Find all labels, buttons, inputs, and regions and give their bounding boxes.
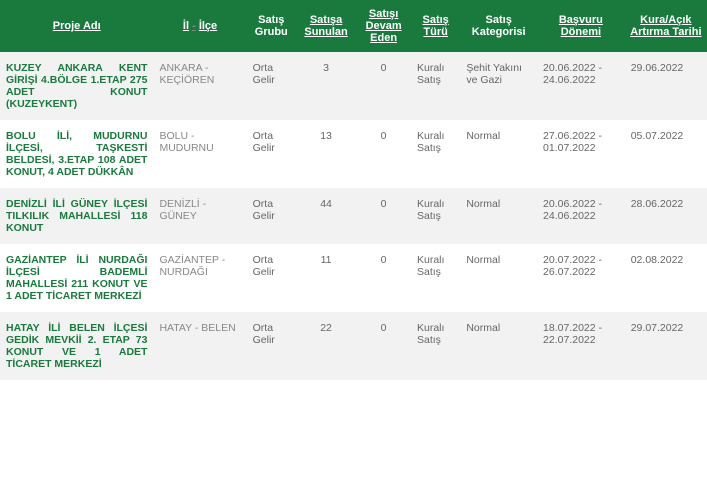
cell-proje[interactable]: BOLU İLİ, MUDURNU İLÇESİ, TAŞKESTİ BELDE…: [0, 120, 153, 188]
col-header-kategori[interactable]: Satış Kategorisi: [460, 0, 537, 52]
table-row: BOLU İLİ, MUDURNU İLÇESİ, TAŞKESTİ BELDE…: [0, 120, 707, 188]
cell-tur: Kuralı Satış: [411, 52, 460, 120]
cell-kura: 29.06.2022: [625, 52, 707, 120]
cell-il-ilce: DENİZLİ - GÜNEY: [153, 188, 246, 244]
table-row: DENİZLİ İLİ GÜNEY İLÇESİ TILKILIK MAHALL…: [0, 188, 707, 244]
cell-basvuru: 18.07.2022 - 22.07.2022: [537, 312, 625, 380]
table-row: HATAY İLİ BELEN İLÇESİ GEDİK MEVKİİ 2. E…: [0, 312, 707, 380]
projects-table-container: Proje Adı İl - İlçe Satış Grubu Satışa S…: [0, 0, 707, 380]
cell-kura: 29.07.2022: [625, 312, 707, 380]
cell-sunulan: 44: [296, 188, 356, 244]
col-header-devam[interactable]: Satışı Devam Eden: [356, 0, 411, 52]
cell-il-ilce: GAZİANTEP - NURDAĞI: [153, 244, 246, 312]
projects-table: Proje Adı İl - İlçe Satış Grubu Satışa S…: [0, 0, 707, 380]
col-header-basvuru[interactable]: Başvuru Dönemi: [537, 0, 625, 52]
cell-basvuru: 20.06.2022 - 24.06.2022: [537, 52, 625, 120]
cell-kategori: Şehit Yakını ve Gazi: [460, 52, 537, 120]
cell-proje[interactable]: KUZEY ANKARA KENT GİRİŞİ 4.BÖLGE 1.ETAP …: [0, 52, 153, 120]
col-header-tur[interactable]: Satış Türü: [411, 0, 460, 52]
cell-proje[interactable]: DENİZLİ İLİ GÜNEY İLÇESİ TILKILIK MAHALL…: [0, 188, 153, 244]
table-row: GAZİANTEP İLİ NURDAĞI İLÇESİ BADEMLİ MAH…: [0, 244, 707, 312]
table-header: Proje Adı İl - İlçe Satış Grubu Satışa S…: [0, 0, 707, 52]
cell-basvuru: 27.06.2022 - 01.07.2022: [537, 120, 625, 188]
cell-kategori: Normal: [460, 244, 537, 312]
cell-proje[interactable]: HATAY İLİ BELEN İLÇESİ GEDİK MEVKİİ 2. E…: [0, 312, 153, 380]
cell-grup: Orta Gelir: [247, 52, 296, 120]
cell-devam: 0: [356, 312, 411, 380]
col-header-kura[interactable]: Kura/Açık Artırma Tarihi: [625, 0, 707, 52]
col-header-il-ilce[interactable]: İl - İlçe: [153, 0, 246, 52]
cell-kategori: Normal: [460, 312, 537, 380]
cell-il-ilce: ANKARA - KEÇİÖREN: [153, 52, 246, 120]
cell-grup: Orta Gelir: [247, 120, 296, 188]
cell-kura: 02.08.2022: [625, 244, 707, 312]
cell-grup: Orta Gelir: [247, 188, 296, 244]
table-body: KUZEY ANKARA KENT GİRİŞİ 4.BÖLGE 1.ETAP …: [0, 52, 707, 380]
cell-basvuru: 20.07.2022 - 26.07.2022: [537, 244, 625, 312]
cell-devam: 0: [356, 188, 411, 244]
col-header-proje[interactable]: Proje Adı: [0, 0, 153, 52]
cell-devam: 0: [356, 244, 411, 312]
cell-kategori: Normal: [460, 188, 537, 244]
cell-tur: Kuralı Satış: [411, 312, 460, 380]
cell-proje[interactable]: GAZİANTEP İLİ NURDAĞI İLÇESİ BADEMLİ MAH…: [0, 244, 153, 312]
table-row: KUZEY ANKARA KENT GİRİŞİ 4.BÖLGE 1.ETAP …: [0, 52, 707, 120]
cell-tur: Kuralı Satış: [411, 120, 460, 188]
cell-kura: 05.07.2022: [625, 120, 707, 188]
cell-kategori: Normal: [460, 120, 537, 188]
cell-il-ilce: HATAY - BELEN: [153, 312, 246, 380]
cell-grup: Orta Gelir: [247, 312, 296, 380]
cell-sunulan: 11: [296, 244, 356, 312]
cell-kura: 28.06.2022: [625, 188, 707, 244]
cell-grup: Orta Gelir: [247, 244, 296, 312]
cell-sunulan: 3: [296, 52, 356, 120]
cell-devam: 0: [356, 52, 411, 120]
col-header-grup[interactable]: Satış Grubu: [247, 0, 296, 52]
cell-devam: 0: [356, 120, 411, 188]
col-header-sunulan[interactable]: Satışa Sunulan: [296, 0, 356, 52]
cell-il-ilce: BOLU - MUDURNU: [153, 120, 246, 188]
cell-sunulan: 22: [296, 312, 356, 380]
cell-basvuru: 20.06.2022 - 24.06.2022: [537, 188, 625, 244]
cell-sunulan: 13: [296, 120, 356, 188]
cell-tur: Kuralı Satış: [411, 188, 460, 244]
cell-tur: Kuralı Satış: [411, 244, 460, 312]
